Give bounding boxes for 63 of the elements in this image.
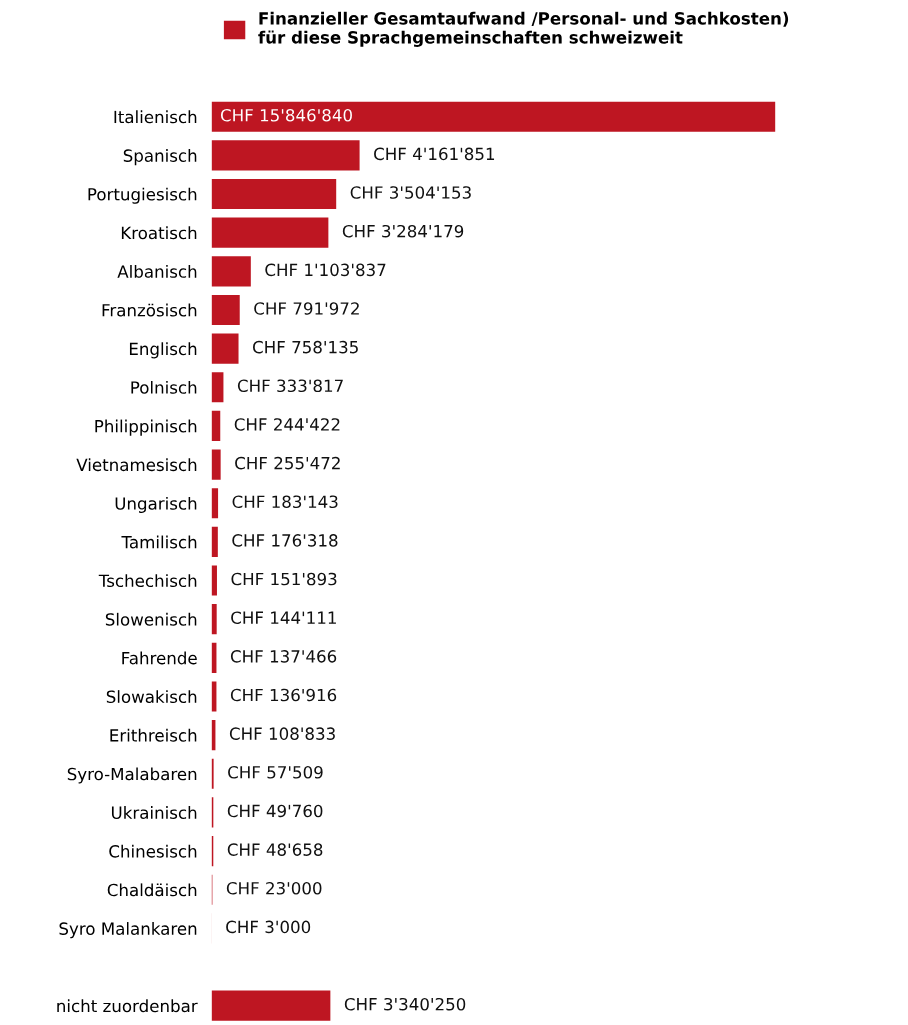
y-tick-label: Kroatisch xyxy=(121,226,197,240)
data-label: CHF 3'504'153 xyxy=(350,186,471,199)
data-label: CHF 4'161'851 xyxy=(374,147,495,161)
bar xyxy=(211,101,776,132)
data-label: CHF 244'422 xyxy=(234,418,340,431)
y-tick-label: Chaldäisch xyxy=(107,883,197,897)
bar xyxy=(211,449,221,480)
y-tick-label: Portugiesisch xyxy=(88,187,197,204)
y-tick-label: Slowenisch xyxy=(105,612,197,626)
data-label: CHF 144'111 xyxy=(231,611,336,624)
data-label: CHF 176'318 xyxy=(232,534,338,547)
bar xyxy=(211,565,217,596)
y-tick-label: Chinesisch xyxy=(109,844,197,858)
y-tick-label: Ungarisch xyxy=(115,496,197,514)
y-tick-label: nicht zuordenbar xyxy=(57,999,198,1013)
bar xyxy=(211,758,214,789)
bar xyxy=(211,217,329,248)
data-label: CHF 136'916 xyxy=(230,688,337,702)
data-label: CHF 137'466 xyxy=(230,650,337,663)
y-tick-label: Polnisch xyxy=(131,380,197,394)
y-tick-label: Tschechisch xyxy=(98,574,197,588)
data-label: CHF 3'000 xyxy=(226,920,311,934)
data-label: CHF 183'143 xyxy=(232,495,338,509)
y-tick-label: Vietnamesisch xyxy=(76,458,197,472)
bar xyxy=(211,294,240,326)
y-tick-label: Philippinisch xyxy=(95,419,197,436)
y-tick-label: Fahrende xyxy=(122,651,197,665)
bar xyxy=(211,526,218,557)
data-label: CHF 3'284'179 xyxy=(342,224,464,238)
data-label: CHF 23'000 xyxy=(226,881,322,895)
data-label: CHF 255'472 xyxy=(235,456,340,470)
data-label: CHF 15'846'840 xyxy=(220,108,352,122)
bar xyxy=(211,333,239,364)
y-tick-label: Englisch xyxy=(129,342,197,359)
data-label: CHF 151'893 xyxy=(231,572,337,586)
bar xyxy=(211,990,331,1021)
data-label: CHF 333'817 xyxy=(237,379,343,393)
y-tick-label: Ukrainisch xyxy=(111,806,197,819)
data-label: CHF 3'340'250 xyxy=(344,997,466,1011)
bar xyxy=(211,372,224,403)
y-tick-label: Syro Malankaren xyxy=(59,922,197,939)
data-label: CHF 791'972 xyxy=(254,302,359,315)
data-label: CHF 1'103'837 xyxy=(265,263,386,277)
y-tick-label: Erithreisch xyxy=(110,728,197,742)
legend-label: Finanzieller Gesamtaufwand /Personal- und Sachkosten) für diese Sprachgemeinschaften schweizweit xyxy=(258,11,789,47)
data-label: CHF 108'833 xyxy=(229,727,335,740)
data-label: CHF 758'135 xyxy=(252,340,358,354)
y-tick-label: Syro-Malabaren xyxy=(67,767,197,784)
data-label: CHF 57'509 xyxy=(228,766,323,779)
data-label: CHF 49'760 xyxy=(227,804,323,818)
y-tick-label: Slowakisch xyxy=(106,690,197,704)
y-tick-label: Albanisch xyxy=(117,264,197,278)
data-label: CHF 48'658 xyxy=(227,843,323,856)
bar xyxy=(211,488,219,519)
bar xyxy=(211,410,221,441)
bar xyxy=(211,256,251,287)
bar xyxy=(211,140,360,171)
bar xyxy=(211,604,217,635)
y-tick-label: Italienisch xyxy=(114,110,197,124)
bar xyxy=(211,178,337,210)
y-tick-label: Französisch xyxy=(102,303,197,317)
y-tick-label: Tamilisch xyxy=(121,535,197,549)
y-tick-label: Spanisch xyxy=(123,149,197,166)
